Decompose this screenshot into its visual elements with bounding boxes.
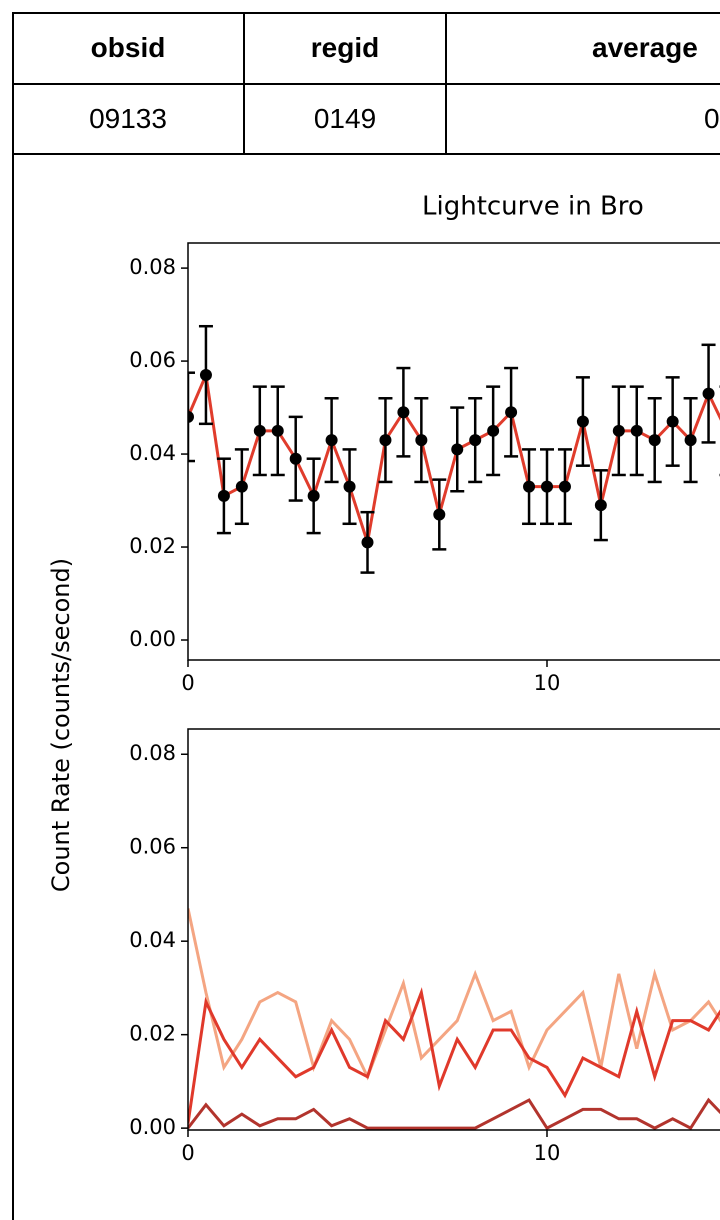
marker <box>188 410 194 423</box>
axes-frame <box>187 728 720 1131</box>
y-tick-label: 0.06 <box>129 348 176 372</box>
border <box>12 12 720 14</box>
header-cell: obsid <box>90 32 166 63</box>
marker <box>307 489 320 502</box>
marker <box>343 480 356 493</box>
marker <box>469 434 482 447</box>
marker <box>289 452 302 465</box>
marker <box>361 536 374 549</box>
y-tick-label: 0.00 <box>129 1115 176 1139</box>
marker <box>558 480 571 493</box>
header-cell: average <box>592 32 698 63</box>
marker <box>271 424 284 437</box>
border <box>243 12 245 154</box>
marker <box>612 424 625 437</box>
y-tick-label: 0.06 <box>129 835 176 859</box>
y-tick-label: 0.00 <box>129 627 176 651</box>
marker <box>523 480 536 493</box>
y-tick-label: 0.08 <box>129 741 176 765</box>
plot-area <box>188 908 720 1130</box>
marker <box>397 406 410 419</box>
marker <box>325 434 338 447</box>
marker <box>594 499 607 512</box>
border <box>12 83 720 85</box>
marker <box>648 434 661 447</box>
marker <box>702 387 715 400</box>
border <box>12 12 14 1220</box>
y-tick-label: 0.02 <box>129 1022 176 1046</box>
y-tick-label: 0.08 <box>129 255 176 279</box>
marker <box>630 424 643 437</box>
marker <box>253 424 266 437</box>
border <box>445 12 447 154</box>
marker <box>541 480 553 493</box>
marker <box>451 443 464 456</box>
marker <box>433 508 446 521</box>
y-tick-label: 0.04 <box>129 441 176 465</box>
x-tick-label: 10 <box>534 1141 561 1165</box>
line <box>188 987 720 1124</box>
marker <box>217 489 230 502</box>
x-tick-label: 10 <box>534 671 561 695</box>
line <box>188 1097 720 1130</box>
marker <box>684 434 697 447</box>
marker <box>505 406 518 419</box>
y-tick-label: 0.02 <box>129 534 176 558</box>
chart-title: Lightcurve in Bro <box>422 192 644 222</box>
marker <box>666 415 679 428</box>
marker <box>235 480 248 493</box>
marker <box>487 424 500 437</box>
border <box>12 153 720 155</box>
table-cell: 0149 <box>313 103 377 134</box>
axes-frame <box>187 242 720 661</box>
y-tick-label: 0.04 <box>129 928 176 952</box>
marker <box>576 415 589 428</box>
header-cell: regid <box>310 32 380 63</box>
x-tick-label: 0 <box>181 671 194 695</box>
marker <box>199 369 212 382</box>
table-cell: 0 <box>704 103 720 134</box>
y-axis-label: Count Rate (counts/second) <box>47 558 75 892</box>
table-cell: 09133 <box>89 103 167 134</box>
x-tick-label: 0 <box>181 1141 194 1165</box>
marker <box>379 434 392 447</box>
line <box>188 369 720 543</box>
marker <box>415 434 428 447</box>
plot-area <box>188 324 720 574</box>
line <box>188 908 720 1081</box>
